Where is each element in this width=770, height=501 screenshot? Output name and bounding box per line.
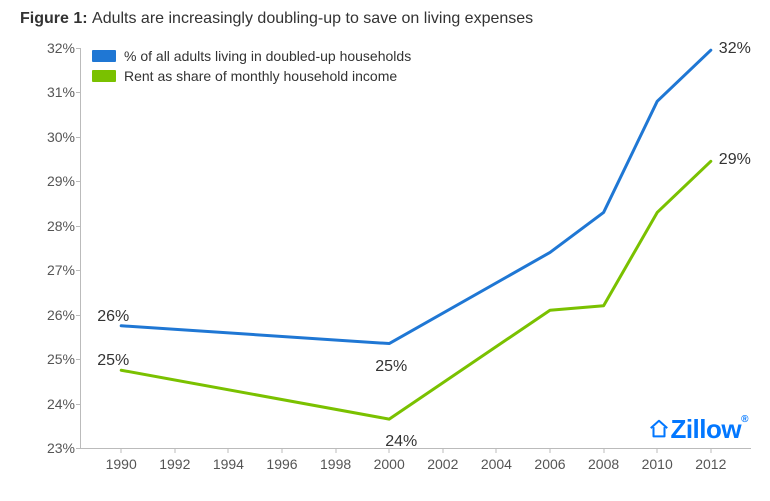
x-tick-mark	[442, 448, 443, 453]
figure-subtitle: Adults are increasingly doubling-up to s…	[92, 10, 533, 27]
x-tick-mark	[657, 448, 658, 453]
x-tick-label: 1990	[106, 456, 137, 472]
y-tick-mark	[76, 404, 81, 405]
y-tick-mark	[76, 270, 81, 271]
point-label: 29%	[719, 151, 751, 169]
y-tick-mark	[76, 181, 81, 182]
y-tick-mark	[76, 137, 81, 138]
x-tick-mark	[710, 448, 711, 453]
x-tick-label: 2006	[534, 456, 565, 472]
chart-title: Figure 1: Adults are increasingly doubli…	[20, 10, 533, 28]
house-icon	[648, 418, 670, 440]
y-tick-label: 25%	[27, 351, 75, 367]
y-tick-label: 28%	[27, 218, 75, 234]
plot-area: 23%24%25%26%27%28%29%30%31%32%1990199219…	[80, 48, 751, 449]
y-tick-mark	[76, 448, 81, 449]
zillow-logo: Zillow®	[648, 414, 748, 445]
series-line-doubled_up	[121, 50, 711, 343]
x-tick-mark	[174, 448, 175, 453]
x-tick-label: 2012	[695, 456, 726, 472]
logo-text: Zillow	[670, 414, 741, 444]
x-tick-mark	[496, 448, 497, 453]
x-tick-label: 2004	[481, 456, 512, 472]
y-tick-label: 31%	[27, 84, 75, 100]
y-tick-label: 23%	[27, 440, 75, 456]
point-label: 26%	[97, 308, 129, 326]
y-tick-mark	[76, 226, 81, 227]
point-label: 32%	[719, 40, 751, 58]
x-tick-mark	[121, 448, 122, 453]
chart-lines-svg	[81, 48, 751, 448]
x-tick-label: 1994	[213, 456, 244, 472]
y-tick-label: 30%	[27, 129, 75, 145]
x-tick-label: 1992	[159, 456, 190, 472]
x-tick-mark	[282, 448, 283, 453]
series-line-rent_share	[121, 161, 711, 419]
point-label: 25%	[375, 358, 407, 376]
x-tick-mark	[228, 448, 229, 453]
y-tick-mark	[76, 48, 81, 49]
figure-label: Figure 1:	[20, 10, 92, 27]
y-tick-mark	[76, 315, 81, 316]
y-tick-label: 32%	[27, 40, 75, 56]
y-tick-label: 26%	[27, 307, 75, 323]
x-tick-label: 2008	[588, 456, 619, 472]
x-tick-mark	[603, 448, 604, 453]
x-tick-label: 2010	[642, 456, 673, 472]
x-tick-label: 1998	[320, 456, 351, 472]
point-label: 24%	[385, 433, 417, 451]
point-label: 25%	[97, 352, 129, 370]
y-tick-mark	[76, 92, 81, 93]
figure-container: Figure 1: Adults are increasingly doubli…	[0, 0, 770, 501]
y-tick-label: 27%	[27, 262, 75, 278]
x-tick-label: 1996	[266, 456, 297, 472]
x-tick-mark	[550, 448, 551, 453]
logo-reg-mark: ®	[741, 414, 748, 425]
y-tick-label: 24%	[27, 396, 75, 412]
x-tick-label: 2002	[427, 456, 458, 472]
y-tick-mark	[76, 359, 81, 360]
x-tick-label: 2000	[374, 456, 405, 472]
y-tick-label: 29%	[27, 173, 75, 189]
x-tick-mark	[335, 448, 336, 453]
